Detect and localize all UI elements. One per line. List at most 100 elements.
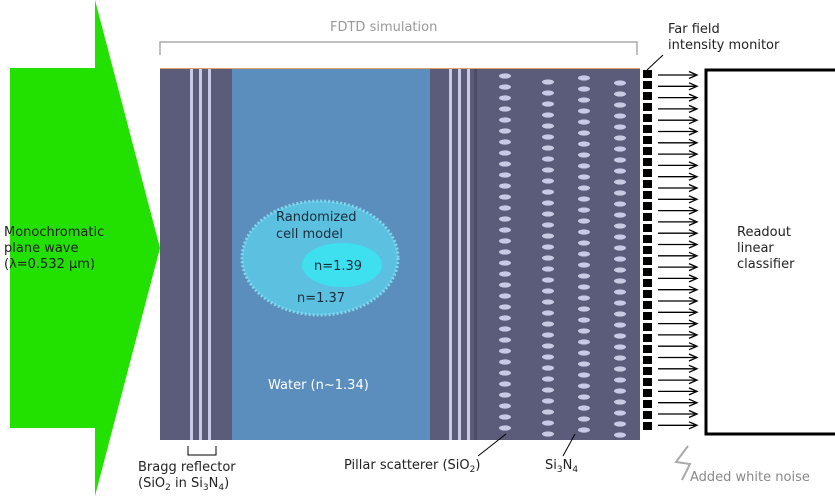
output-arrow (658, 251, 699, 260)
pillar (614, 322, 626, 328)
pillar (499, 150, 511, 156)
pillar (499, 194, 511, 200)
pillar (614, 377, 626, 383)
output-arrow (658, 330, 699, 339)
pillar (499, 238, 511, 244)
output-arrow (658, 353, 699, 362)
pillar (578, 75, 590, 81)
pillar (614, 245, 626, 251)
monitor-pixel (643, 224, 652, 232)
pillar (542, 123, 554, 129)
output-arrow (658, 104, 699, 113)
cell-label: Randomized cell model (276, 209, 357, 243)
pillar (542, 200, 554, 206)
pillar (614, 179, 626, 185)
si3n4-label: Si3N4 (545, 458, 579, 475)
monitor-pixel (643, 356, 652, 364)
pillar (578, 372, 590, 378)
monitor-pixel (643, 367, 652, 375)
monitor-pixel (643, 290, 652, 298)
readout-line-1: Readout (737, 225, 791, 240)
pillar (542, 244, 554, 250)
fdtd-bracket (159, 41, 638, 55)
bragg-line (208, 68, 211, 440)
pillar (614, 256, 626, 262)
pillar (542, 167, 554, 173)
monitor-pixel (643, 103, 652, 111)
noise-label: Added white noise (690, 470, 810, 485)
pillar (542, 189, 554, 195)
pillar (614, 267, 626, 273)
monitor-pixel (643, 70, 652, 78)
pillar (542, 299, 554, 305)
monitor-pixel (643, 411, 652, 419)
output-arrow (658, 274, 699, 283)
pillar (542, 112, 554, 118)
pillar (499, 172, 511, 178)
pillar (578, 317, 590, 323)
pillar (614, 333, 626, 339)
pillar (499, 271, 511, 277)
output-arrow (658, 82, 699, 91)
pillar (578, 405, 590, 411)
cell-line-1: Randomized (276, 210, 357, 225)
monitor-pixel (643, 136, 652, 144)
monitor-pixel (643, 180, 652, 188)
pillar (578, 163, 590, 169)
pillar (542, 387, 554, 393)
pillar (614, 234, 626, 240)
pillar (614, 91, 626, 97)
pillar (542, 332, 554, 338)
monitor-pixel (643, 213, 652, 221)
source-line-2: plane wave (4, 241, 79, 256)
pillar (614, 113, 626, 119)
pillar (542, 376, 554, 382)
source-label: Monochromatic plane wave (λ=0.532 µm) (4, 225, 104, 273)
monitor-pixel (643, 422, 652, 430)
pillar (578, 350, 590, 356)
output-arrow (658, 127, 699, 136)
pillar (499, 106, 511, 112)
bragg-line (449, 68, 452, 440)
pillar (578, 185, 590, 191)
bragg-line (467, 68, 470, 440)
pillar (499, 348, 511, 354)
pillar (499, 260, 511, 266)
pillar (542, 420, 554, 426)
pillar (499, 183, 511, 189)
pillar (578, 284, 590, 290)
output-arrow (658, 70, 699, 80)
pillar (578, 273, 590, 279)
pillar (499, 84, 511, 90)
pillar (542, 277, 554, 283)
pillar (499, 216, 511, 222)
pillar (578, 196, 590, 202)
pillar (614, 157, 626, 163)
pillar (542, 90, 554, 96)
cell-n-inner: n=1.39 (314, 259, 363, 274)
output-arrow (658, 116, 699, 125)
bragg-bracket (187, 446, 217, 456)
pillar (578, 174, 590, 180)
output-arrow (658, 308, 699, 317)
output-arrow (658, 319, 699, 328)
pillar (578, 251, 590, 257)
pillar (542, 365, 554, 371)
pillar (499, 73, 511, 79)
monitor-pixel (643, 202, 652, 210)
pillar (542, 354, 554, 360)
readout-line-2: linear (737, 241, 774, 256)
pillar-leader (477, 433, 507, 457)
pillar (542, 266, 554, 272)
monitor-pixel (643, 389, 652, 397)
pillar (578, 339, 590, 345)
pillar (542, 398, 554, 404)
output-arrows (658, 70, 699, 430)
pillar (499, 425, 511, 431)
pillar (542, 233, 554, 239)
output-arrow (658, 195, 699, 204)
monitor-pixel (643, 81, 652, 89)
noise-lightning-icon (674, 445, 692, 481)
right-slab (430, 68, 640, 440)
pillar (578, 108, 590, 114)
